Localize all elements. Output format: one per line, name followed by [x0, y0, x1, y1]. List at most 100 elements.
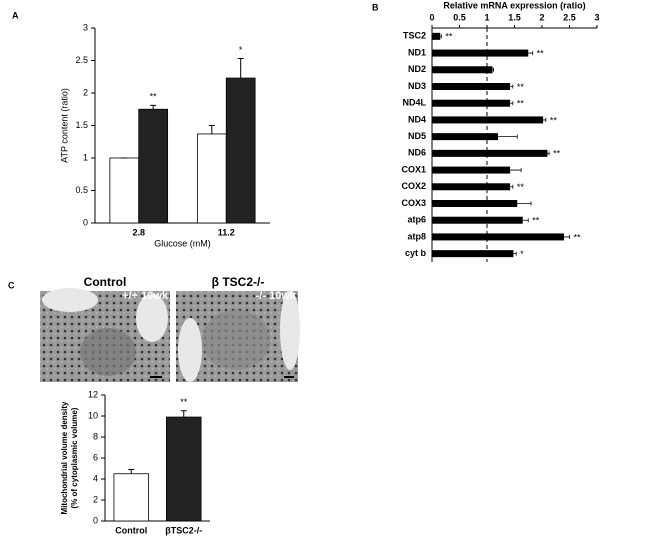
x-tick-label: Control — [115, 525, 147, 535]
y-axis-label: ATP content (ratio) — [59, 88, 69, 163]
y-axis-label: Mitochondrial volume density — [60, 401, 69, 514]
significance: ** — [517, 182, 525, 192]
x-axis-label: Glucose (mM) — [154, 238, 211, 248]
bar — [432, 183, 511, 191]
panel-label: A — [12, 10, 19, 20]
y-tick-label: 6 — [93, 452, 98, 462]
panel-label: B — [372, 2, 379, 12]
x-tick-label: 0 — [429, 12, 434, 22]
error-bar — [528, 51, 534, 56]
error-bar — [564, 234, 570, 239]
bar — [432, 32, 441, 40]
y-tick-label: 1 — [83, 152, 88, 162]
significance: ** — [550, 115, 558, 125]
error-bar — [510, 168, 522, 173]
significance: ** — [517, 82, 525, 92]
y-tick-label: COX1 — [401, 164, 426, 174]
x-tick-label: 0.5 — [453, 12, 466, 22]
error-bar — [208, 125, 215, 134]
micrograph-1: Control +/+ 10wk — [40, 275, 170, 382]
micrograph-caption: -/- 10wk — [256, 290, 297, 302]
bar — [432, 49, 529, 57]
y-tick-label: 4 — [93, 473, 98, 483]
y-tick-label: atp6 — [407, 215, 426, 225]
y-tick-label: ND4 — [408, 114, 426, 124]
error-bar — [522, 218, 529, 223]
bar — [432, 233, 564, 241]
y-tick-label: COX2 — [401, 181, 426, 191]
significance: ** — [574, 232, 582, 242]
x-tick-label: 2 — [539, 12, 544, 22]
error-bar — [510, 184, 514, 189]
bar — [432, 250, 514, 258]
panel-label: C — [8, 280, 15, 290]
error-bar — [517, 201, 532, 206]
y-tick-label: 2 — [83, 87, 88, 97]
y-tick-label: 1.5 — [75, 120, 88, 130]
micrograph-title: β TSC2-/- — [212, 275, 265, 289]
x-tick-label: 3 — [594, 12, 599, 22]
significance: ** — [517, 99, 525, 109]
micrograph-title: Control — [84, 275, 127, 289]
x-tick-label: 11.2 — [218, 227, 235, 237]
y-tick-label: 2 — [93, 494, 98, 504]
bar — [109, 157, 140, 224]
y-tick-label: 12 — [88, 389, 98, 399]
significance: ** — [180, 397, 188, 407]
y-tick-label: TSC2 — [403, 31, 426, 41]
significance: ** — [537, 48, 545, 58]
bar — [432, 149, 548, 157]
bar — [225, 77, 256, 224]
y-tick-label: 0 — [93, 515, 98, 525]
micrograph-caption: +/+ 10wk — [122, 290, 169, 302]
y-tick-label: 10 — [88, 410, 98, 420]
significance: ** — [150, 92, 158, 102]
y-tick-label: 0 — [83, 217, 88, 227]
bar — [432, 99, 511, 107]
y-tick-label: ND5 — [408, 131, 426, 141]
error-bar — [237, 58, 244, 79]
bar — [113, 473, 149, 522]
micrograph-2: β TSC2-/- -/- 10wk — [176, 275, 300, 382]
bar — [138, 108, 169, 224]
error-bar — [510, 101, 514, 106]
significance: ** — [532, 216, 540, 226]
bar — [432, 200, 518, 207]
bar — [432, 83, 511, 90]
x-tick-label: 2.8 — [132, 227, 145, 237]
y-tick-label: atp8 — [407, 231, 426, 241]
y-tick-label: ND2 — [408, 64, 426, 74]
error-bar — [510, 84, 514, 89]
x-tick-label: 2.5 — [563, 12, 576, 22]
y-tick-label: 3 — [83, 22, 88, 32]
significance: ** — [553, 149, 561, 159]
y-tick-label: ND3 — [408, 81, 426, 91]
significance: * — [239, 45, 243, 55]
error-bar — [513, 251, 517, 256]
y-tick-label: COX3 — [401, 198, 426, 208]
error-bar — [128, 469, 135, 474]
error-bar — [498, 134, 518, 139]
bar — [432, 133, 498, 141]
significance: ** — [445, 32, 453, 42]
significance: * — [520, 249, 524, 259]
bar — [432, 66, 493, 74]
x-tick-label: 1 — [484, 12, 489, 22]
error-bar — [440, 34, 442, 39]
bar — [432, 116, 544, 124]
error-bar — [150, 104, 157, 110]
y-tick-label: 8 — [93, 431, 98, 441]
error-bar — [543, 117, 547, 122]
error-bar — [180, 410, 187, 418]
bar — [196, 133, 227, 224]
y-tick-label: ND6 — [408, 148, 426, 158]
error-bar — [492, 67, 494, 72]
y-tick-label: 0.5 — [75, 185, 88, 195]
x-tick-label: βTSC2-/- — [165, 525, 202, 535]
bar — [432, 216, 523, 224]
x-axis-label: Relative mRNA expression (ratio) — [443, 0, 585, 10]
y-tick-label: cyt b — [405, 248, 427, 258]
bar — [432, 166, 511, 174]
y-tick-label: ND4L — [402, 98, 426, 108]
